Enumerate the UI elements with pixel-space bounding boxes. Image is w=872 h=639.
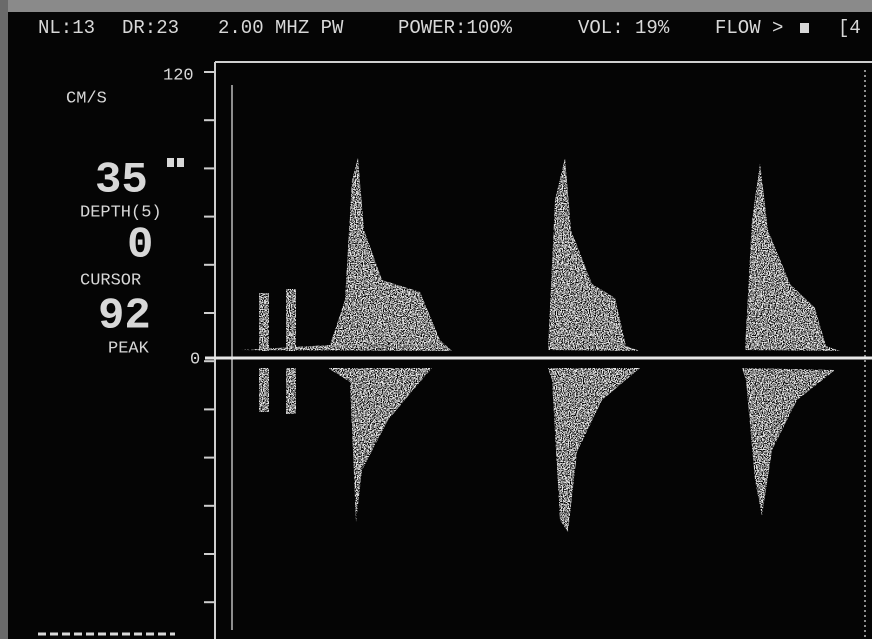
spectral-spike <box>286 368 296 414</box>
cursor-label: CURSOR <box>80 271 141 290</box>
header-volume: VOL: 19% <box>578 17 670 39</box>
scale-max: 120 <box>163 66 194 85</box>
peak-label: PEAK <box>108 339 150 358</box>
spectral-envelope <box>548 158 640 351</box>
header-extra: [4 <box>838 17 861 39</box>
header-flow: FLOW > <box>715 17 783 39</box>
peak-value: 92 <box>98 292 151 342</box>
marker <box>177 158 184 167</box>
scale-zero: 0 <box>190 350 200 369</box>
axis-ticks <box>204 71 215 604</box>
header-power: POWER:100% <box>398 17 513 39</box>
depth-value: 35 <box>95 156 148 206</box>
spectral-envelope <box>328 368 432 522</box>
header-dr: DR:23 <box>122 17 179 39</box>
spectral-envelope <box>548 368 640 532</box>
spectrum <box>240 158 840 532</box>
header-nl: NL:13 <box>38 17 95 39</box>
spectral-envelope <box>745 163 840 351</box>
bezel <box>0 0 872 12</box>
flow-indicator <box>800 23 809 33</box>
cursor-value: 0 <box>127 221 153 271</box>
bezel <box>0 0 8 639</box>
spectral-envelope <box>240 158 452 351</box>
spectral-envelope <box>742 368 835 516</box>
spectral-spike <box>259 293 269 351</box>
spectral-spike <box>259 368 269 412</box>
unit-label: CM/S <box>66 89 107 108</box>
spectral-spike <box>286 289 296 351</box>
marker <box>167 158 174 167</box>
header-frequency: 2.00 MHZ PW <box>218 17 344 39</box>
depth-label: DEPTH(5) <box>80 203 162 222</box>
